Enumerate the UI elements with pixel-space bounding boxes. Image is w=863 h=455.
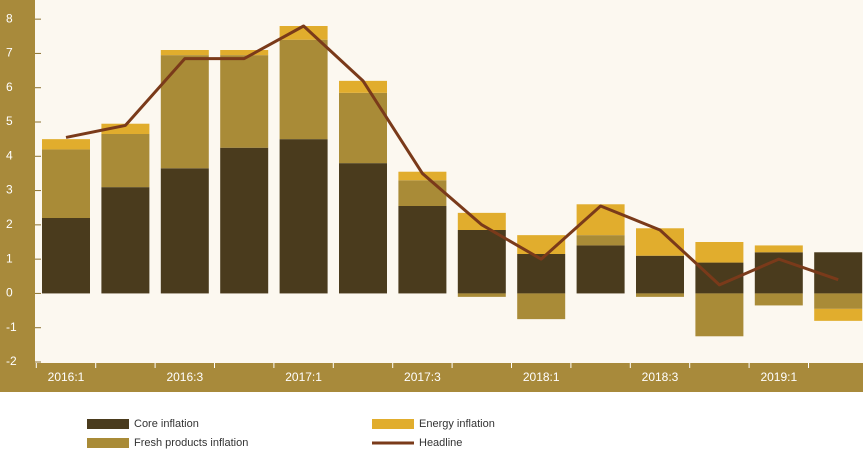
bar — [457, 293, 506, 297]
x-axis-band — [0, 363, 863, 392]
x-tick-label: 2019:1 — [760, 370, 797, 384]
x-tick-label: 2018:3 — [642, 370, 679, 384]
bar — [339, 163, 387, 294]
bar — [339, 80, 387, 93]
y-tick-label: 0 — [6, 286, 13, 300]
bar — [42, 149, 90, 218]
legend-label: Fresh products inflation — [134, 437, 248, 449]
x-tick-label: 2018:1 — [523, 370, 560, 384]
bar — [160, 168, 209, 294]
bar — [398, 171, 447, 181]
x-tick-label: 2016:3 — [166, 370, 203, 384]
y-tick-label: 4 — [6, 148, 13, 162]
bar — [814, 293, 863, 309]
legend-swatch — [87, 419, 129, 429]
y-tick-label: 7 — [6, 46, 13, 60]
bar — [754, 245, 803, 253]
bar — [220, 50, 269, 56]
bar — [339, 92, 387, 164]
bar — [636, 293, 684, 297]
bar — [160, 50, 209, 56]
bar — [695, 293, 744, 337]
bar — [576, 235, 625, 246]
y-tick-label: -1 — [6, 320, 17, 334]
bar — [279, 39, 328, 140]
bar — [636, 228, 684, 256]
bar — [220, 55, 269, 148]
y-tick-label: -2 — [6, 354, 17, 368]
y-tick-label: 1 — [6, 251, 13, 265]
bar — [457, 212, 506, 230]
y-tick-label: 2 — [6, 217, 13, 231]
y-axis-band — [0, 0, 35, 392]
bar — [279, 139, 328, 294]
bar — [695, 242, 744, 263]
bar — [398, 180, 447, 206]
legend-label: Headline — [419, 437, 462, 449]
bar — [754, 293, 803, 306]
x-tick-label: 2017:1 — [285, 370, 322, 384]
legend-label: Energy inflation — [419, 418, 495, 430]
y-tick-label: 6 — [6, 80, 13, 94]
legend-swatch — [372, 419, 414, 429]
bar — [101, 123, 150, 134]
bar — [576, 245, 625, 294]
legend-label: Core inflation — [134, 418, 199, 430]
bar — [101, 134, 150, 188]
bar — [814, 308, 863, 321]
bar — [457, 230, 506, 294]
bar — [42, 139, 90, 150]
bar — [517, 293, 566, 320]
y-tick-label: 3 — [6, 183, 13, 197]
x-tick-label: 2016:1 — [48, 370, 85, 384]
y-tick-label: 5 — [6, 114, 13, 128]
bar — [101, 187, 150, 294]
bar — [279, 26, 328, 40]
bar — [636, 255, 684, 294]
bar — [42, 218, 90, 294]
y-tick-label: 8 — [6, 11, 13, 25]
bar — [160, 55, 209, 169]
x-tick-label: 2017:3 — [404, 370, 441, 384]
bar — [398, 206, 447, 294]
headline-line — [65, 24, 839, 287]
legend-swatch — [87, 438, 129, 448]
bar — [220, 147, 269, 294]
